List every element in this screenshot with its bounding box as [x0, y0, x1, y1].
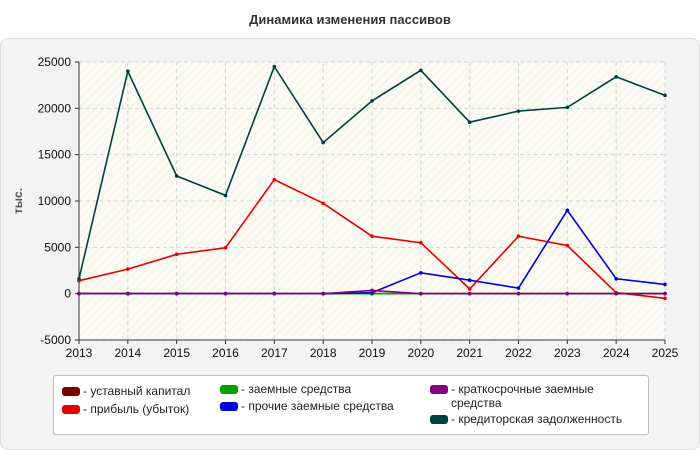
- data-point: [223, 245, 228, 250]
- data-point: [614, 277, 618, 281]
- legend-label: - прочие заемные средства: [241, 399, 394, 413]
- data-point: [565, 243, 570, 248]
- data-point: [419, 68, 423, 73]
- data-point: [614, 75, 618, 79]
- data-point: [516, 234, 521, 239]
- y-tick-label: -5000: [40, 333, 71, 347]
- x-tick-label: 2024: [603, 346, 630, 360]
- legend-label: - краткосрочные заемные средства: [451, 382, 594, 410]
- data-point: [174, 174, 179, 178]
- legend-swatch: [220, 402, 238, 411]
- x-tick-label: 2013: [66, 346, 93, 360]
- data-point: [565, 208, 570, 213]
- legend-item-pribyl: - прибыль (убыток): [62, 402, 189, 416]
- data-point: [272, 64, 277, 69]
- legend-swatch: [220, 385, 238, 394]
- x-tick-label: 2020: [407, 346, 434, 360]
- data-point: [321, 140, 325, 145]
- data-point: [516, 109, 521, 113]
- data-point: [467, 287, 472, 291]
- data-point: [370, 99, 374, 103]
- data-point: [272, 177, 277, 182]
- data-point: [516, 291, 521, 296]
- data-point: [126, 267, 130, 271]
- legend-label: - кредиторская задолженность: [451, 412, 623, 426]
- legend-label: - прибыль (убыток): [83, 402, 190, 416]
- x-tick-label: 2016: [212, 346, 239, 360]
- data-point: [419, 291, 423, 296]
- data-point: [663, 291, 667, 296]
- y-tick-label: 25000: [38, 55, 72, 69]
- data-point: [663, 93, 667, 98]
- data-point: [77, 277, 81, 281]
- data-point: [77, 291, 81, 296]
- legend-swatch: [62, 405, 80, 414]
- legend-swatch: [430, 385, 448, 394]
- legend-label: - уставный капитал: [83, 384, 191, 398]
- legend: - уставный капитал - прибыль (убыток) - …: [53, 375, 649, 435]
- y-tick-label: 20000: [38, 101, 72, 115]
- data-point: [321, 291, 325, 296]
- data-point: [467, 120, 472, 125]
- data-point: [223, 193, 228, 198]
- data-point: [174, 252, 179, 257]
- x-tick-label: 2018: [310, 346, 337, 360]
- legend-item-kratkosrochnye: - краткосрочные заемные средства: [430, 382, 640, 410]
- data-point: [126, 69, 130, 74]
- x-tick-label: 2019: [359, 346, 386, 360]
- data-point: [467, 291, 472, 296]
- legend-item-prochie-zaemnye: - прочие заемные средства: [220, 399, 394, 413]
- data-point: [663, 296, 667, 301]
- data-point: [321, 201, 325, 206]
- data-point: [419, 240, 423, 245]
- chart-title: Динамика изменения пассивов: [249, 12, 451, 27]
- y-tick-label: 0: [64, 287, 71, 301]
- data-point: [272, 291, 277, 296]
- data-point: [565, 291, 570, 296]
- x-tick-label: 2015: [163, 346, 190, 360]
- data-point: [565, 105, 570, 110]
- x-tick-label: 2023: [554, 346, 581, 360]
- x-tick-label: 2025: [652, 346, 679, 360]
- legend-swatch: [62, 387, 80, 396]
- data-point: [126, 291, 130, 296]
- series-group: [77, 64, 667, 301]
- data-point: [419, 271, 423, 275]
- y-tick-label: 5000: [44, 240, 71, 254]
- data-point: [370, 288, 374, 293]
- axes: -5000 0 5000 10000 15000 20000 25000 2013 2014 20…: [38, 55, 679, 360]
- legend-item-zaemnye: - заемные средства: [220, 382, 351, 396]
- x-tick-label: 2017: [261, 346, 288, 360]
- data-point: [467, 278, 472, 283]
- data-point: [663, 282, 667, 287]
- x-tick-label: 2021: [456, 346, 483, 360]
- x-tick-label: 2014: [114, 346, 141, 360]
- data-point: [614, 291, 618, 296]
- data-point: [370, 234, 374, 239]
- legend-item-kreditorskaya: - кредиторская задолженность: [430, 412, 622, 426]
- legend-swatch: [430, 415, 448, 424]
- data-point: [516, 286, 521, 290]
- y-axis-label: тыс.: [11, 188, 25, 214]
- legend-item-ustavnyy-kapital: - уставный капитал: [62, 384, 190, 398]
- x-tick-label: 2022: [505, 346, 532, 360]
- data-point: [174, 291, 179, 296]
- data-point: [223, 291, 228, 296]
- y-tick-label: 10000: [38, 194, 72, 208]
- y-tick-label: 15000: [38, 148, 72, 162]
- legend-label: - заемные средства: [241, 382, 352, 396]
